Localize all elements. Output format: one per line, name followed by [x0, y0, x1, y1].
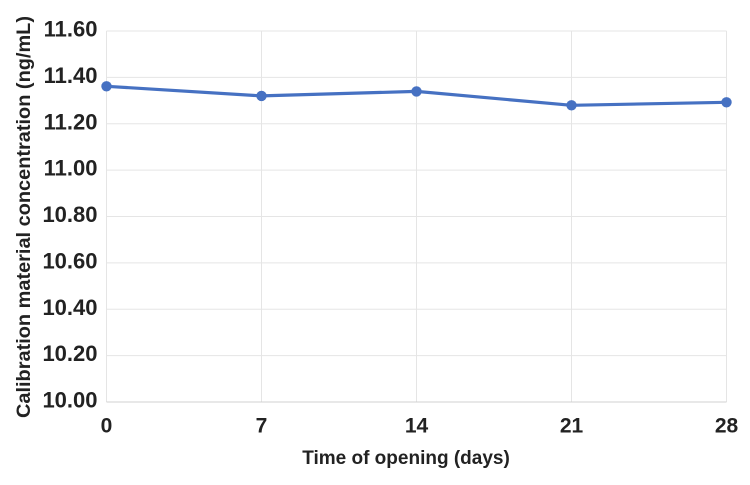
svg-text:10.80: 10.80 [42, 202, 97, 227]
svg-text:0: 0 [101, 414, 113, 437]
svg-text:21: 21 [560, 414, 584, 437]
svg-text:Calibration material concentra: Calibration material concentration (ng/m… [14, 16, 35, 418]
svg-text:Time of opening (days): Time of opening (days) [302, 448, 510, 469]
svg-text:14: 14 [405, 414, 429, 437]
svg-text:10.20: 10.20 [42, 341, 97, 366]
svg-text:10.60: 10.60 [42, 248, 97, 273]
svg-text:10.00: 10.00 [42, 388, 97, 413]
svg-text:11.40: 11.40 [44, 63, 98, 88]
svg-text:11.20: 11.20 [44, 109, 98, 134]
svg-text:7: 7 [256, 414, 268, 437]
svg-text:11.00: 11.00 [44, 156, 98, 181]
svg-text:11.60: 11.60 [44, 17, 98, 42]
svg-text:10.40: 10.40 [42, 295, 97, 320]
svg-text:28: 28 [715, 414, 739, 437]
